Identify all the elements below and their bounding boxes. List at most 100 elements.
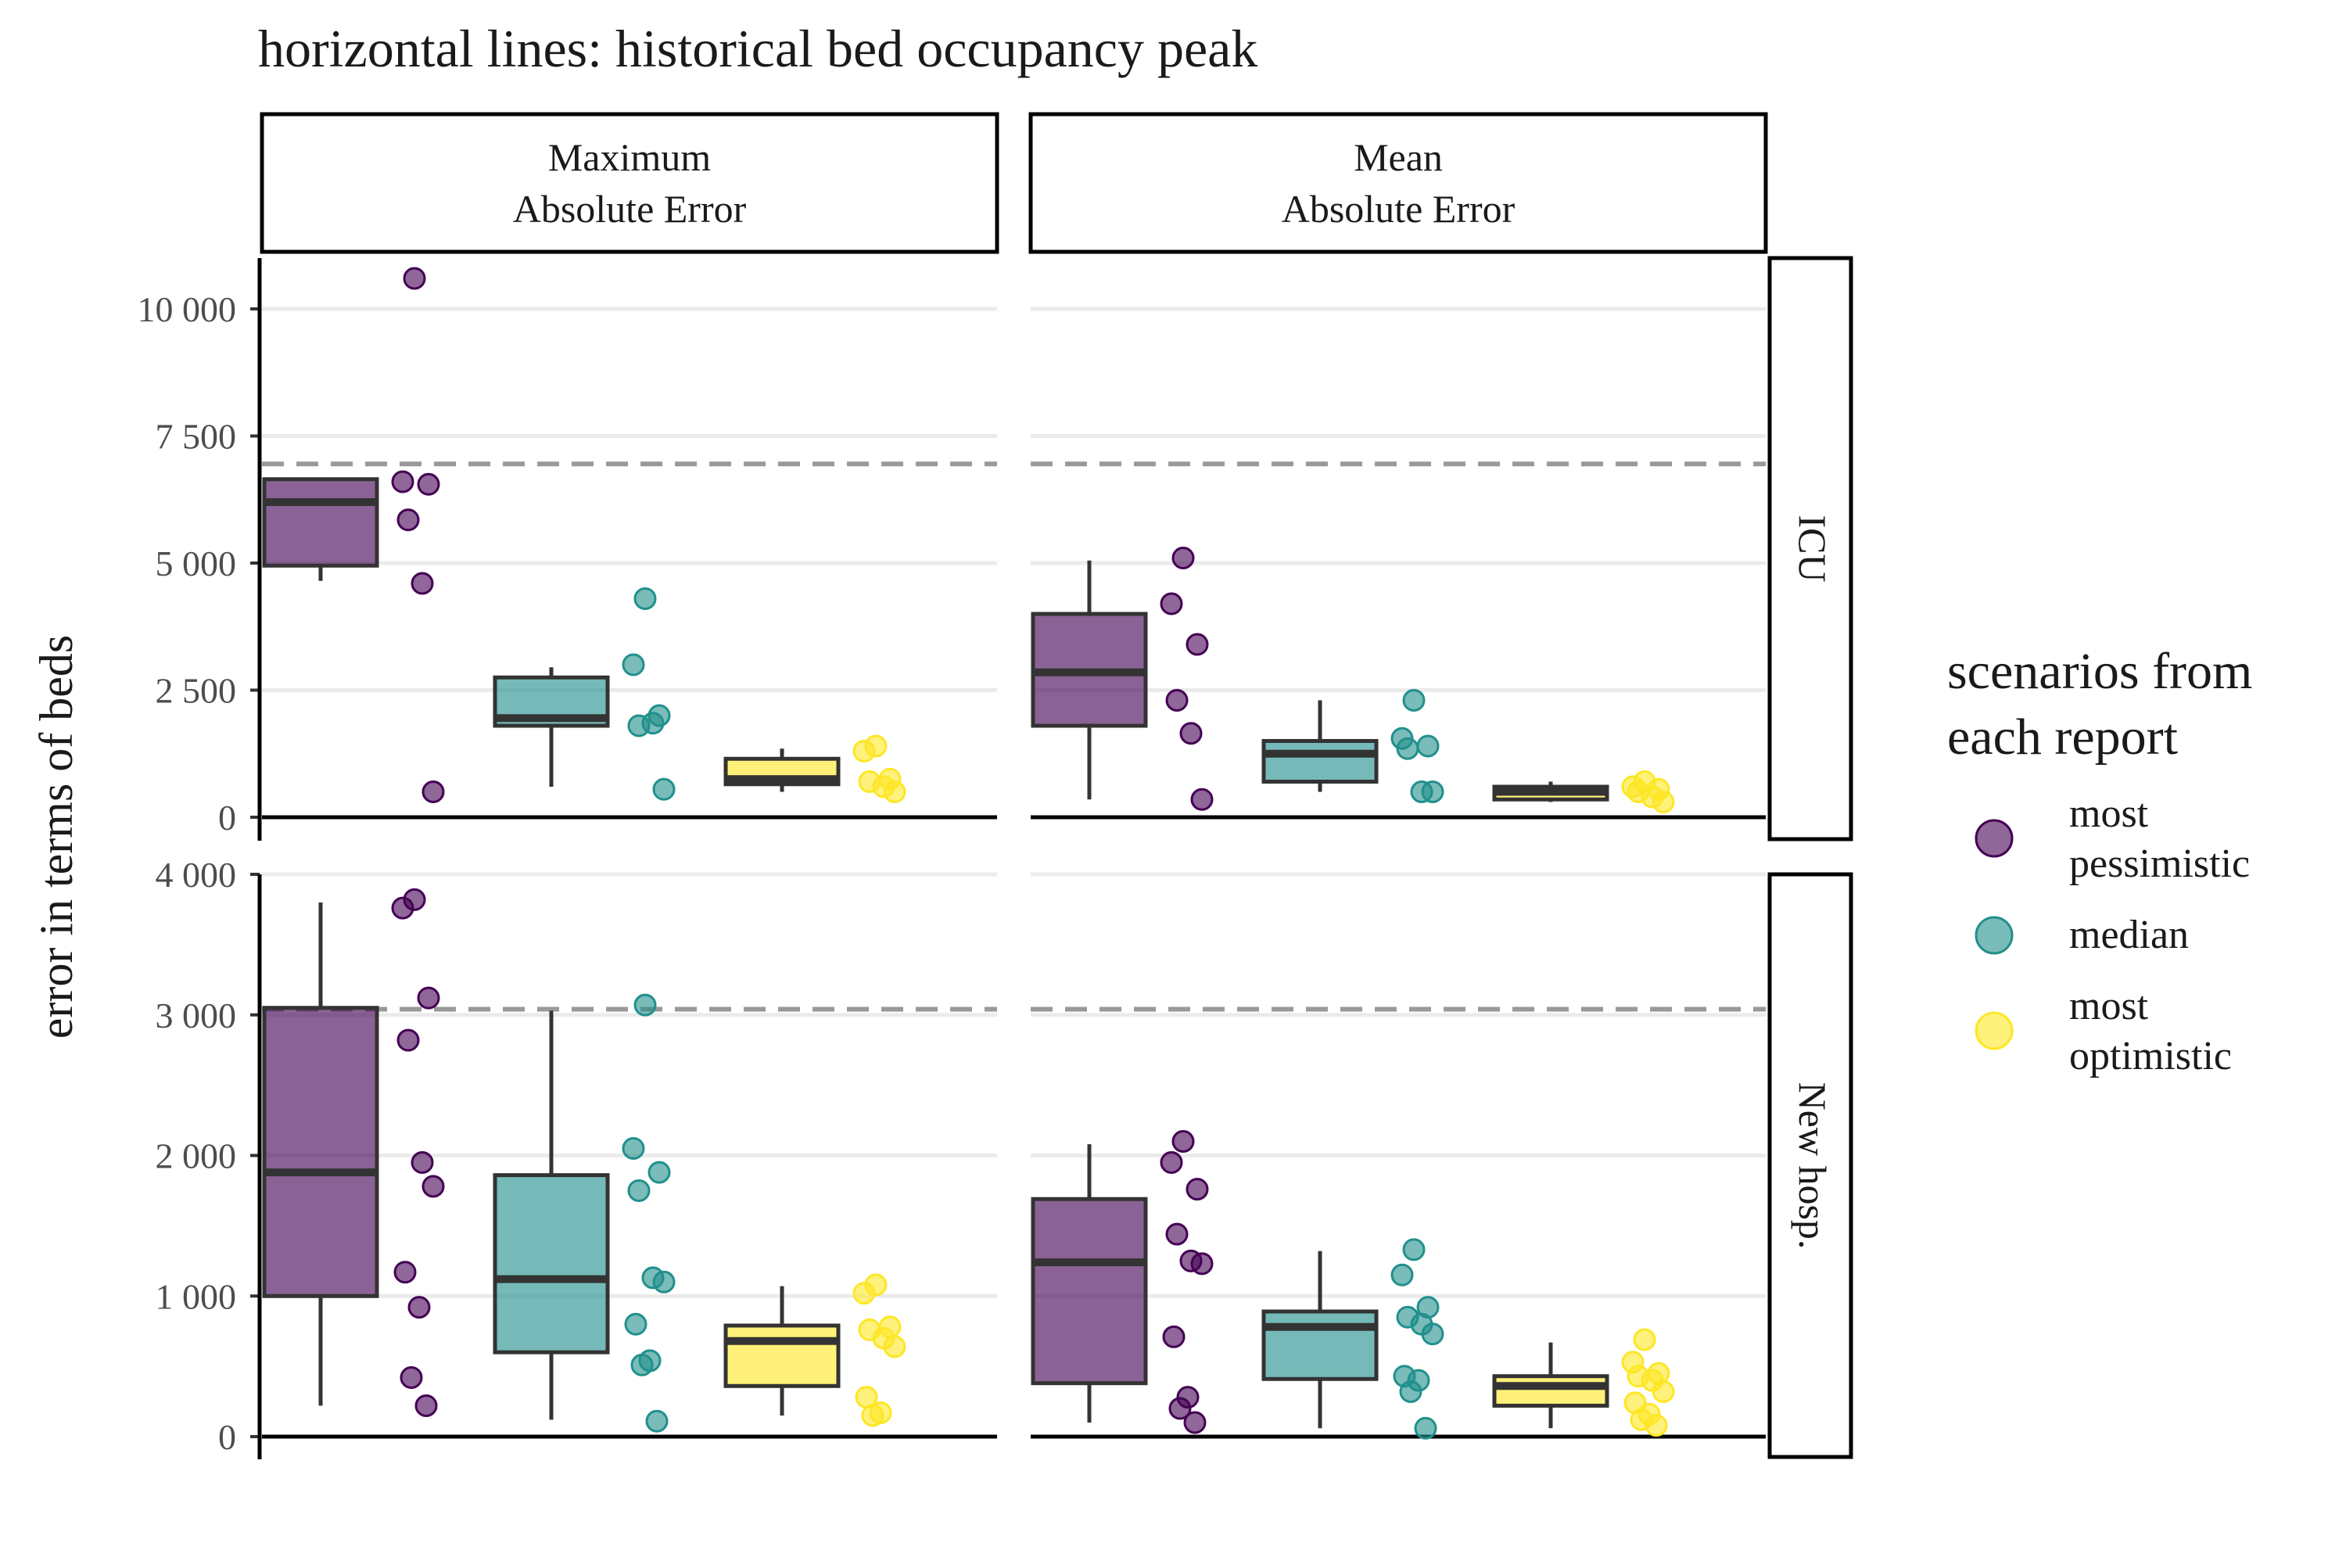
data-point — [1390, 1263, 1414, 1286]
box-iqr — [493, 1173, 610, 1355]
data-point — [633, 587, 657, 610]
data-point — [1165, 1222, 1189, 1246]
data-point — [645, 1409, 669, 1433]
y-tick-label: 1 000 — [156, 1276, 237, 1316]
data-point — [1645, 1414, 1668, 1437]
legend-key — [1975, 819, 2014, 858]
y-axis-label: error in terms of beds — [30, 635, 82, 1039]
data-point — [1652, 791, 1675, 813]
legend: scenarios from each report most pessimistic… — [1947, 643, 2252, 1078]
data-point — [403, 267, 426, 290]
data-point — [1396, 737, 1419, 760]
data-point — [1416, 734, 1440, 758]
facet-strip-row — [1767, 872, 1853, 1459]
box-iqr — [1031, 1197, 1148, 1386]
data-point — [407, 1296, 431, 1319]
box-iqr — [1492, 1374, 1609, 1408]
facet-strip-column-label: Mean Absolute Error — [1282, 135, 1516, 231]
y-tick-label: 4 000 — [156, 855, 237, 895]
data-point — [1160, 1150, 1183, 1174]
y-tick-label: 10 000 — [138, 289, 237, 329]
y-tick-label: 7 500 — [156, 417, 237, 457]
legend-label: median — [2069, 913, 2189, 957]
data-point — [411, 1150, 434, 1174]
y-tick-label: 0 — [218, 798, 236, 838]
data-point — [1171, 1130, 1195, 1154]
data-point — [630, 1353, 654, 1376]
data-point — [624, 1312, 647, 1336]
facet-strip-row-label: ICU — [1791, 515, 1835, 582]
box-iqr — [262, 477, 379, 568]
data-point — [652, 1270, 676, 1294]
data-point — [417, 472, 440, 496]
legend-label: most optimistic — [2069, 984, 2232, 1078]
data-point — [1186, 633, 1209, 656]
data-point — [1414, 1416, 1437, 1440]
data-point — [633, 993, 657, 1017]
legend-title: scenarios from each report — [1947, 643, 2252, 766]
data-point — [421, 1175, 445, 1198]
data-point — [1162, 1325, 1186, 1348]
y-tick-label: 2 000 — [156, 1136, 237, 1176]
legend-key — [1975, 916, 2014, 955]
facet-strip-row — [1767, 256, 1853, 841]
data-point — [1165, 689, 1189, 712]
data-point — [641, 712, 665, 735]
data-point — [421, 780, 445, 803]
box-iqr — [1261, 1309, 1379, 1381]
box-iqr — [262, 1006, 379, 1298]
data-point — [1399, 1380, 1422, 1403]
data-point — [1402, 689, 1426, 712]
legend-item: median — [1975, 913, 2189, 957]
plot-area: Maximum Absolute Error Mean Absolute Error I… — [138, 112, 1853, 1459]
data-point — [647, 1161, 671, 1184]
data-point — [396, 508, 420, 532]
data-point — [1652, 1380, 1675, 1403]
box-iqr — [723, 1323, 841, 1388]
y-tick-label: 5 000 — [156, 544, 237, 583]
data-point — [1179, 722, 1203, 745]
data-point — [414, 1394, 438, 1417]
data-point — [1168, 1397, 1192, 1420]
data-point — [852, 740, 876, 762]
data-point — [622, 653, 645, 676]
data-point — [391, 470, 414, 493]
data-point — [391, 896, 414, 920]
data-point — [1421, 780, 1444, 803]
data-point — [652, 777, 676, 801]
data-point — [627, 1179, 651, 1202]
data-point — [400, 1366, 423, 1390]
data-point — [1186, 1178, 1209, 1201]
legend-key — [1975, 1011, 2014, 1050]
data-point — [1421, 1322, 1444, 1346]
data-point — [1160, 592, 1183, 615]
data-point — [861, 1404, 884, 1427]
data-point — [1171, 547, 1195, 569]
legend-label: most pessimistic — [2069, 791, 2250, 886]
facet-strip-row-label: New hosp. — [1791, 1082, 1835, 1250]
box-iqr — [1261, 739, 1379, 784]
facet-strip-column-label: Maximum Absolute Error — [513, 135, 747, 231]
legend-item: most pessimistic — [1975, 791, 2250, 886]
data-point — [417, 986, 440, 1010]
data-point — [1633, 1328, 1656, 1351]
data-point — [411, 572, 434, 595]
data-point — [852, 1282, 876, 1305]
y-tick-label: 2 500 — [156, 671, 237, 711]
facet-strip-column — [260, 112, 999, 254]
data-point — [883, 1335, 906, 1358]
data-point — [396, 1028, 420, 1052]
facet-strip-column — [1028, 112, 1768, 254]
data-point — [1183, 1411, 1207, 1434]
chart-title: horizontal lines: historical bed occupan… — [258, 19, 1257, 78]
data-point — [622, 1137, 645, 1161]
y-tick-label: 3 000 — [156, 996, 237, 1035]
data-point — [1402, 1238, 1426, 1261]
data-point — [883, 780, 906, 803]
y-tick-label: 0 — [218, 1417, 236, 1457]
data-point — [1190, 788, 1214, 811]
data-point — [1190, 1252, 1214, 1276]
legend-item: most optimistic — [1975, 984, 2232, 1078]
